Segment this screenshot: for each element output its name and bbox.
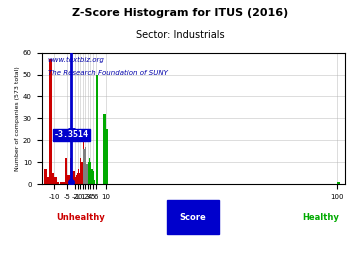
Bar xyxy=(49,59,51,184)
Bar xyxy=(47,177,49,184)
Bar xyxy=(77,173,78,184)
Bar xyxy=(79,173,80,184)
Bar xyxy=(76,175,77,184)
Bar xyxy=(94,180,95,184)
Bar xyxy=(106,129,108,184)
Bar xyxy=(337,182,340,184)
Bar xyxy=(91,171,92,184)
Bar xyxy=(44,169,46,184)
Bar xyxy=(85,147,86,184)
Bar xyxy=(96,75,98,184)
Bar xyxy=(62,182,64,184)
Bar xyxy=(75,180,76,184)
Bar xyxy=(88,162,89,184)
Bar xyxy=(86,164,87,184)
Text: www.textbiz.org: www.textbiz.org xyxy=(48,56,104,63)
Bar xyxy=(92,169,93,184)
Bar xyxy=(84,149,85,184)
Bar xyxy=(72,171,75,184)
Bar xyxy=(76,180,77,184)
Y-axis label: Number of companies (573 total): Number of companies (573 total) xyxy=(15,66,20,171)
Bar xyxy=(85,153,86,184)
Bar xyxy=(78,171,79,184)
Text: -3.3514: -3.3514 xyxy=(54,130,89,139)
Bar xyxy=(60,182,62,184)
Bar xyxy=(84,149,85,184)
Bar xyxy=(93,171,94,184)
Text: The Research Foundation of SUNY: The Research Foundation of SUNY xyxy=(48,70,167,76)
Bar xyxy=(75,177,76,184)
Bar xyxy=(82,169,83,184)
Bar xyxy=(89,164,90,184)
Text: Z-Score Histogram for ITUS (2016): Z-Score Histogram for ITUS (2016) xyxy=(72,8,288,18)
Text: Unhealthy: Unhealthy xyxy=(57,213,105,222)
Bar xyxy=(80,158,81,184)
Bar xyxy=(81,162,82,184)
Text: Sector: Industrials: Sector: Industrials xyxy=(136,30,224,40)
Bar xyxy=(83,138,84,184)
Text: Healthy: Healthy xyxy=(302,213,339,222)
Bar xyxy=(54,177,57,184)
Bar xyxy=(70,158,72,184)
Text: Score: Score xyxy=(180,213,207,222)
Bar xyxy=(103,114,106,184)
Bar xyxy=(77,169,79,184)
Bar xyxy=(90,169,91,184)
Bar xyxy=(89,158,90,184)
Bar xyxy=(67,175,70,184)
Bar xyxy=(57,182,59,184)
Bar xyxy=(52,173,54,184)
Bar xyxy=(86,164,88,184)
Bar xyxy=(80,167,81,184)
Bar xyxy=(65,158,67,184)
Bar xyxy=(87,164,88,184)
Bar xyxy=(81,162,82,184)
Bar xyxy=(90,162,91,184)
Bar xyxy=(93,173,94,184)
